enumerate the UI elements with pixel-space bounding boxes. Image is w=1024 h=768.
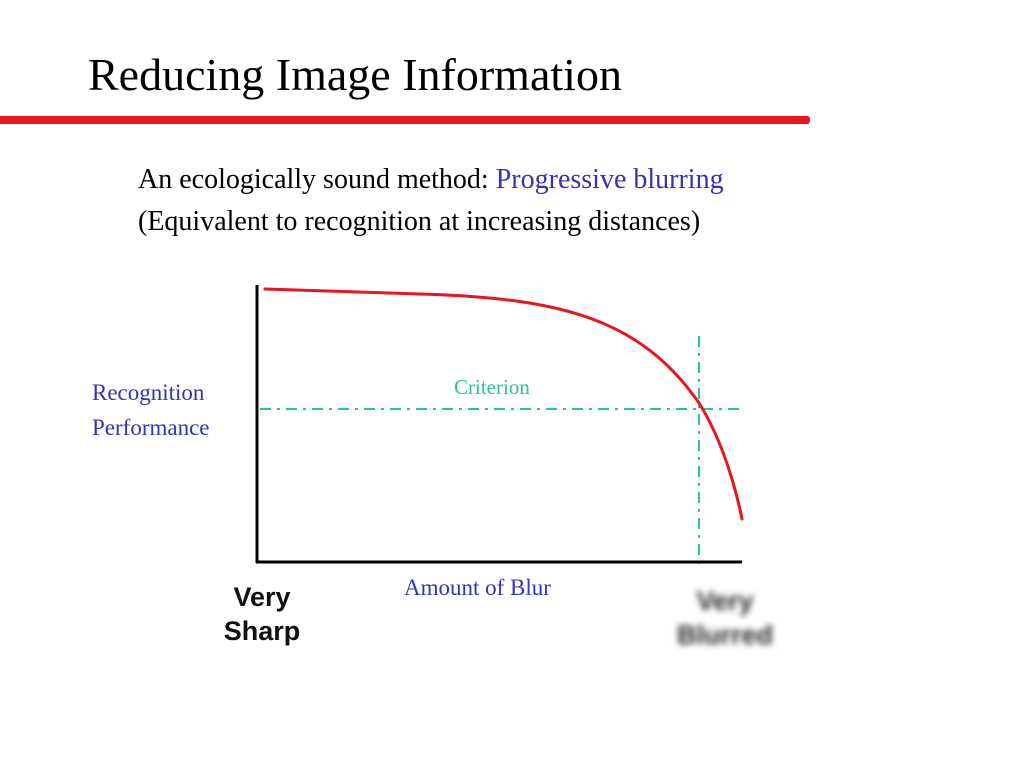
subtitle-prefix: An ecologically sound method: [138, 164, 496, 195]
performance-curve [263, 287, 744, 521]
very-sharp-label-line-1: Very [233, 582, 291, 612]
subtitle-highlight: Progressive blurring [495, 164, 724, 195]
y-axis-label-line-2: Performance [92, 414, 210, 440]
very-sharp-label-line-2: Sharp [223, 616, 301, 646]
subtitle-line-2: (Equivalent to recognition at increasing… [138, 206, 701, 237]
very-sharp-label: Very Sharp [210, 580, 314, 648]
x-axis-label: Amount of Blur [404, 575, 551, 600]
very-blurred-label-line-2: Blurred [676, 620, 774, 650]
y-axis-label-line-1: Recognition [92, 380, 205, 405]
very-blurred-label: Very Blurred [660, 584, 790, 652]
y-axis-label: Recognition Performance [92, 376, 210, 445]
title-underline [0, 116, 810, 124]
criterion-label: Criterion [454, 375, 530, 399]
slide-title: Reducing Image Information [88, 49, 622, 100]
very-blurred-label-line-1: Very [696, 586, 754, 616]
subtitle-line-1: An ecologically sound method: Progressiv… [138, 164, 724, 196]
